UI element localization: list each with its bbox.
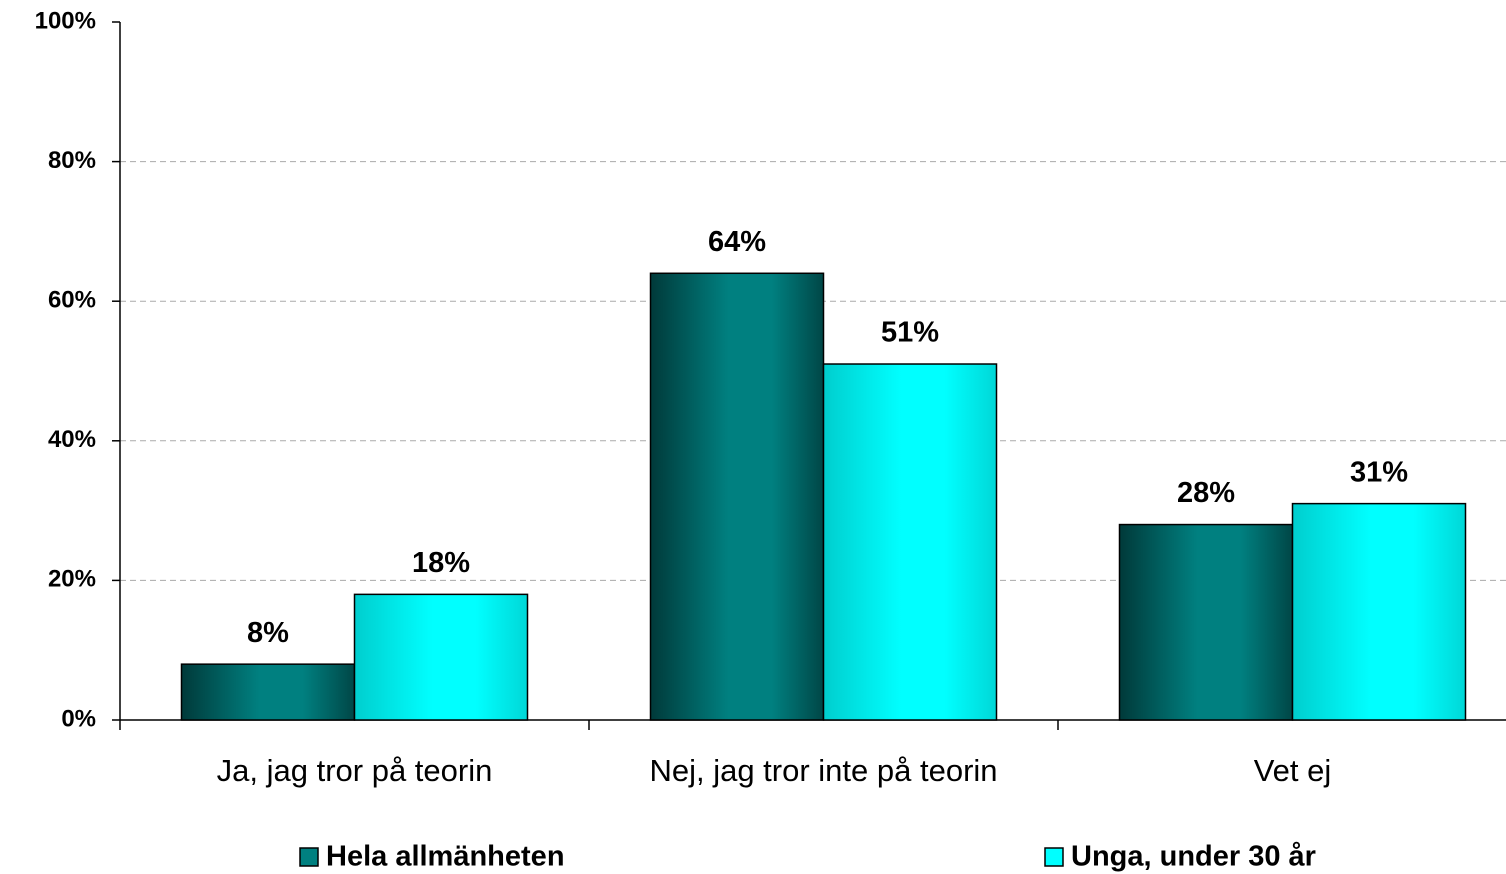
y-tick-label: 80% bbox=[48, 147, 96, 174]
y-tick-label: 0% bbox=[61, 705, 96, 732]
bar bbox=[822, 363, 998, 721]
y-tick-label: 60% bbox=[48, 287, 96, 314]
x-tick-label: Ja, jag tror på teorin bbox=[217, 753, 493, 788]
y-tick-label: 100% bbox=[35, 7, 96, 34]
legend-label: Unga, under 30 år bbox=[1071, 841, 1316, 873]
value-label: 18% bbox=[412, 547, 470, 579]
bar bbox=[353, 593, 529, 721]
y-tick-label: 40% bbox=[48, 426, 96, 453]
legend-label: Hela allmänheten bbox=[326, 841, 565, 873]
value-label: 28% bbox=[1177, 477, 1235, 509]
value-label: 51% bbox=[881, 317, 939, 349]
x-tick-label: Nej, jag tror inte på teorin bbox=[649, 753, 997, 788]
x-tick-label: Vet ej bbox=[1254, 753, 1332, 788]
legend-swatch bbox=[1044, 847, 1064, 867]
value-label: 64% bbox=[708, 226, 766, 258]
bar bbox=[649, 272, 825, 721]
value-label: 31% bbox=[1350, 456, 1408, 488]
legend-swatch bbox=[299, 847, 319, 867]
value-label: 8% bbox=[247, 617, 289, 649]
bar bbox=[1118, 523, 1294, 721]
bar bbox=[1291, 502, 1467, 721]
y-tick-label: 20% bbox=[48, 566, 96, 593]
bar bbox=[180, 663, 356, 721]
